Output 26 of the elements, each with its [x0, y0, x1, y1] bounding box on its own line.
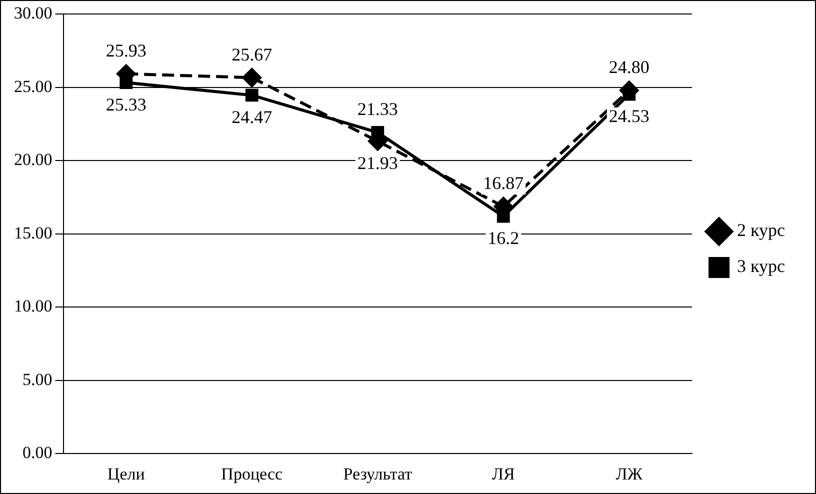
x-tick-label: Цели [107, 464, 145, 484]
data-label: 21.33 [357, 99, 398, 120]
data-label: 25.33 [106, 94, 146, 114]
data-label: 21.93 [357, 152, 398, 173]
y-tick-label: 20.00 [14, 150, 52, 170]
data-label: 16.2 [488, 228, 520, 248]
y-tick-label: 5.00 [22, 370, 52, 389]
legend-label: 2 курс [737, 220, 786, 240]
legend-label: 3 курс [737, 256, 786, 276]
point [242, 68, 262, 88]
data-label: 24.47 [232, 106, 272, 127]
y-tick-label: 25.00 [14, 76, 52, 96]
point [245, 88, 258, 102]
x-tick-label: ЛЖ [616, 464, 644, 484]
data-label: 24.53 [608, 106, 650, 126]
y-tick-label: 10.00 [14, 296, 52, 316]
data-label: 24.80 [608, 57, 650, 78]
y-tick-label: 15.00 [14, 223, 52, 242]
x-tick-label: Процесс [221, 464, 284, 484]
x-tick-label: Результат [343, 464, 413, 484]
data-label: 16.87 [483, 173, 524, 194]
x-tick-label: ЛЯ [492, 464, 515, 484]
data-label: 25.67 [232, 44, 272, 64]
y-tick-label: 30.00 [14, 4, 52, 23]
data-label: 25.93 [106, 40, 146, 61]
y-tick-label: 0.00 [22, 443, 52, 462]
